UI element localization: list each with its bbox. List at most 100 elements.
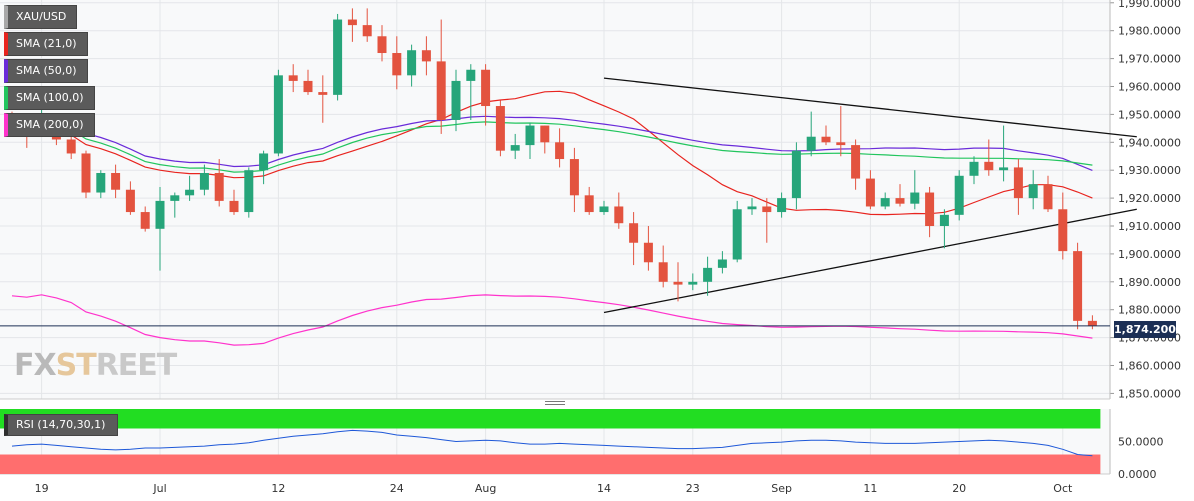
sma-line: [11, 115, 1093, 171]
candle-body: [569, 159, 579, 196]
legend-sma-200[interactable]: SMA (200,0): [4, 113, 95, 137]
x-tick-label: Sep: [771, 482, 792, 495]
y-tick-label: 1,930.0000: [1118, 164, 1181, 177]
candle-body: [836, 142, 846, 146]
candle-body: [969, 161, 979, 176]
candle-body: [688, 281, 698, 285]
candle-body: [555, 142, 565, 160]
candle-body: [717, 259, 727, 268]
candle-body: [451, 80, 461, 120]
candle-body: [999, 167, 1009, 171]
x-tick-label: 12: [271, 482, 285, 495]
candle-body: [673, 281, 683, 285]
candle-body: [392, 53, 402, 76]
candle-body: [540, 125, 550, 143]
y-tick-label: 1,950.0000: [1118, 108, 1181, 121]
rsi-tick-label: 0.0000: [1118, 468, 1157, 481]
candle-body: [333, 19, 343, 95]
rsi-tick-label: 50.0000: [1118, 436, 1164, 449]
candle-body: [140, 212, 150, 229]
y-tick-label: 1,970.0000: [1118, 53, 1181, 66]
candle-body: [466, 69, 476, 81]
x-tick-label: Oct: [1053, 482, 1073, 495]
rsi-overbought-band: [0, 409, 1101, 429]
x-tick-label: 14: [597, 482, 611, 495]
trendline: [603, 77, 1137, 138]
candle-body: [1028, 184, 1038, 199]
x-tick-label: Aug: [475, 482, 496, 495]
candle-body: [66, 139, 76, 154]
candle-body: [318, 92, 328, 95]
y-tick-label: 1,850.0000: [1118, 387, 1181, 400]
candle-body: [436, 61, 446, 120]
legend-sma-21[interactable]: SMA (21,0): [4, 32, 88, 56]
candle-body: [510, 145, 520, 151]
candle-body: [599, 206, 609, 213]
candle-body: [81, 153, 91, 193]
x-tick-label: 19: [35, 482, 49, 495]
candle-body: [865, 178, 875, 207]
candle-body: [954, 175, 964, 215]
rsi-oversold-band: [0, 454, 1101, 474]
y-tick-label: 1,960.0000: [1118, 80, 1181, 93]
candle-body: [747, 206, 757, 210]
sma-line: [11, 294, 1093, 346]
legend-sma-100[interactable]: SMA (100,0): [4, 86, 95, 110]
candle-body: [1073, 251, 1083, 321]
candle-body: [170, 195, 180, 201]
candle-body: [851, 145, 861, 179]
candle-body: [777, 198, 787, 213]
candle-body: [614, 206, 624, 224]
x-tick-label: 20: [952, 482, 966, 495]
candle-body: [185, 189, 195, 196]
candle-body: [229, 200, 239, 213]
y-tick-label: 1,900.0000: [1118, 248, 1181, 261]
candle-body: [288, 75, 298, 81]
rsi-line: [11, 429, 1093, 457]
candle-body: [155, 200, 165, 229]
candle-body: [629, 223, 639, 243]
x-tick-label: 24: [390, 482, 404, 495]
candle-body: [525, 125, 535, 146]
candle-body: [643, 242, 653, 263]
x-tick-label: 11: [863, 482, 877, 495]
y-tick-label: 1,940.0000: [1118, 136, 1181, 149]
candle-body: [1087, 320, 1097, 326]
legend-rsi[interactable]: RSI (14,70,30,1): [4, 414, 119, 436]
candle-body: [1043, 184, 1053, 210]
x-tick-label: 23: [686, 482, 700, 495]
sma-line: [11, 90, 1093, 216]
candle-body: [880, 198, 890, 207]
candle-body: [495, 106, 505, 151]
y-tick-label: 1,920.0000: [1118, 192, 1181, 205]
legend-sma-50[interactable]: SMA (50,0): [4, 59, 88, 83]
candle-body: [273, 75, 283, 154]
candle-body: [584, 195, 594, 213]
current-price-tag: 1,874.2000: [1114, 321, 1184, 338]
y-tick-label: 1,990.0000: [1118, 0, 1181, 10]
y-tick-label: 1,880.0000: [1118, 304, 1181, 317]
candle-body: [421, 50, 431, 62]
candle-body: [303, 80, 313, 93]
y-tick-label: 1,910.0000: [1118, 220, 1181, 233]
y-tick-label: 1,860.0000: [1118, 360, 1181, 373]
x-tick-label: Jul: [152, 482, 166, 495]
candle-body: [939, 214, 949, 227]
legend-symbol[interactable]: XAU/USD: [4, 5, 78, 29]
candle-body: [377, 36, 387, 54]
candle-body: [703, 267, 713, 282]
candle-body: [347, 19, 357, 26]
candle-body: [199, 172, 209, 190]
candle-body: [125, 189, 135, 213]
candle-body: [214, 172, 224, 201]
trendline: [603, 208, 1137, 314]
pane-resize-handle[interactable]: [545, 401, 565, 408]
candle-body: [806, 136, 816, 151]
sma-line: [11, 121, 1093, 173]
candle-body: [244, 170, 254, 213]
candle-body: [481, 69, 491, 107]
price-plot-area: [0, 0, 1110, 399]
candle-body: [362, 25, 372, 37]
